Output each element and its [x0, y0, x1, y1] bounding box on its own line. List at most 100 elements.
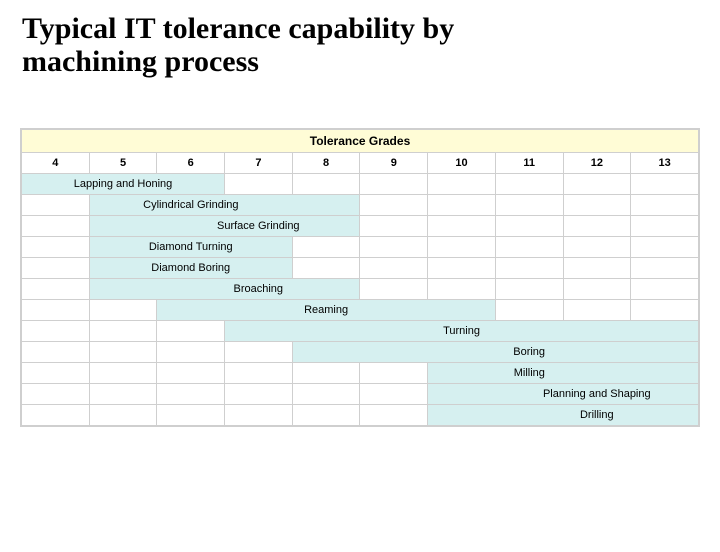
grade-header-5: 5 [89, 153, 157, 174]
empty-cell [428, 195, 496, 216]
empty-cell [495, 300, 563, 321]
process-label: Reaming [304, 304, 348, 316]
empty-cell [22, 300, 90, 321]
empty-cell [360, 237, 428, 258]
table-row: Milling [22, 363, 699, 384]
grade-header-row: 45678910111213 [22, 153, 699, 174]
process-bar: Turning [225, 321, 699, 342]
empty-cell [89, 363, 157, 384]
empty-cell [22, 384, 90, 405]
grade-header-12: 12 [563, 153, 631, 174]
empty-cell [22, 405, 90, 426]
empty-cell [225, 405, 293, 426]
empty-cell [292, 405, 360, 426]
empty-cell [428, 237, 496, 258]
process-label: Turning [443, 325, 480, 337]
empty-cell [495, 279, 563, 300]
empty-cell [631, 279, 699, 300]
empty-cell [22, 321, 90, 342]
grade-header-9: 9 [360, 153, 428, 174]
empty-cell [157, 384, 225, 405]
empty-cell [157, 342, 225, 363]
empty-cell [292, 363, 360, 384]
grade-header-7: 7 [225, 153, 293, 174]
process-bar: Milling [428, 363, 699, 384]
process-bar: Planning and Shaping [428, 384, 699, 405]
empty-cell [225, 174, 293, 195]
empty-cell [563, 216, 631, 237]
empty-cell [22, 258, 90, 279]
empty-cell [495, 258, 563, 279]
tolerance-table-container: Tolerance Grades 45678910111213 Lapping … [20, 128, 700, 427]
grade-header-4: 4 [22, 153, 90, 174]
process-label: Broaching [234, 283, 284, 295]
grade-header-8: 8 [292, 153, 360, 174]
table-row: Surface Grinding [22, 216, 699, 237]
empty-cell [428, 216, 496, 237]
process-bar: Diamond Boring [89, 258, 292, 279]
empty-cell [292, 174, 360, 195]
empty-cell [89, 342, 157, 363]
process-bar: Diamond Turning [89, 237, 292, 258]
empty-cell [360, 216, 428, 237]
process-label: Lapping and Honing [74, 178, 172, 190]
table-row: Drilling [22, 405, 699, 426]
empty-cell [563, 237, 631, 258]
empty-cell [22, 342, 90, 363]
empty-cell [89, 405, 157, 426]
empty-cell [428, 174, 496, 195]
title-line-2: machining process [22, 45, 259, 78]
tolerance-table: Tolerance Grades 45678910111213 Lapping … [21, 129, 699, 426]
empty-cell [292, 237, 360, 258]
empty-cell [563, 279, 631, 300]
empty-cell [563, 300, 631, 321]
empty-cell [631, 258, 699, 279]
process-bar: Reaming [157, 300, 495, 321]
empty-cell [563, 195, 631, 216]
table-row: Boring [22, 342, 699, 363]
table-row: Broaching [22, 279, 699, 300]
grade-header-6: 6 [157, 153, 225, 174]
process-label: Drilling [580, 409, 614, 421]
empty-cell [563, 174, 631, 195]
empty-cell [225, 363, 293, 384]
empty-cell [360, 258, 428, 279]
grade-header-13: 13 [631, 153, 699, 174]
empty-cell [292, 258, 360, 279]
empty-cell [360, 279, 428, 300]
table-row: Diamond Turning [22, 237, 699, 258]
process-label: Diamond Turning [149, 241, 233, 253]
process-label: Milling [514, 367, 545, 379]
table-row: Reaming [22, 300, 699, 321]
process-bar: Cylindrical Grinding [89, 195, 360, 216]
table-row: Planning and Shaping [22, 384, 699, 405]
process-label: Diamond Boring [151, 262, 230, 274]
empty-cell [360, 384, 428, 405]
process-label: Planning and Shaping [543, 388, 651, 400]
empty-cell [22, 216, 90, 237]
process-bar: Broaching [89, 279, 360, 300]
table-header-title: Tolerance Grades [22, 130, 699, 153]
empty-cell [360, 195, 428, 216]
empty-cell [631, 174, 699, 195]
empty-cell [157, 405, 225, 426]
table-row: Lapping and Honing [22, 174, 699, 195]
process-label: Boring [513, 346, 545, 358]
empty-cell [22, 279, 90, 300]
empty-cell [225, 342, 293, 363]
table-row: Turning [22, 321, 699, 342]
empty-cell [495, 195, 563, 216]
process-bar: Surface Grinding [89, 216, 360, 237]
empty-cell [428, 279, 496, 300]
empty-cell [428, 258, 496, 279]
table-row: Cylindrical Grinding [22, 195, 699, 216]
empty-cell [631, 237, 699, 258]
empty-cell [563, 258, 631, 279]
empty-cell [157, 321, 225, 342]
empty-cell [631, 195, 699, 216]
empty-cell [495, 174, 563, 195]
page-title: Typical IT tolerance capability by machi… [22, 12, 720, 78]
empty-cell [89, 321, 157, 342]
table-row: Diamond Boring [22, 258, 699, 279]
empty-cell [22, 195, 90, 216]
